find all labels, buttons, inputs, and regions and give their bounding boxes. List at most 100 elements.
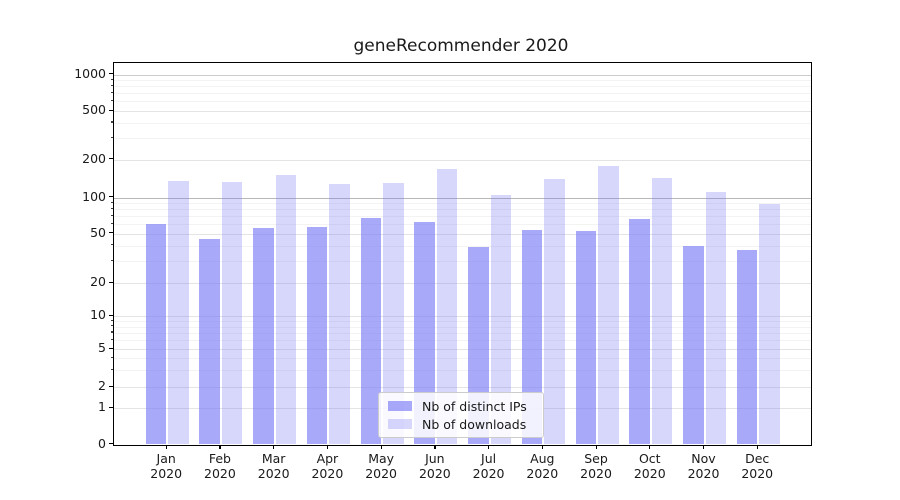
x-tick-mark [273, 444, 275, 449]
minor-gridline [113, 358, 811, 360]
x-tick-label: Sep 2020 [580, 451, 612, 481]
minor-gridline [113, 86, 811, 88]
y-tick-label: 1000 [74, 65, 106, 81]
legend-label: Nb of downloads [422, 416, 527, 432]
y-tick-mark [108, 73, 113, 75]
x-tick-mark [541, 444, 543, 449]
bar-downloads-jun [436, 169, 458, 445]
minor-gridline [113, 101, 811, 103]
bar-downloads-jan [168, 181, 189, 445]
bar-ips-dec [736, 249, 758, 445]
bar-ips-apr [306, 226, 328, 445]
bar-ips-may [360, 218, 382, 445]
y-tick-label: 0 [98, 435, 106, 451]
y-tick-label: 2 [98, 378, 106, 393]
x-tick-mark [488, 444, 490, 449]
x-tick-mark [219, 444, 221, 449]
y-tick-mark [108, 385, 113, 387]
y-tick-label: 500 [82, 102, 106, 117]
minor-gridline [113, 370, 811, 372]
minor-gridline [113, 224, 811, 226]
major-gridline [113, 197, 811, 199]
y-minor-tick-mark [110, 338, 113, 340]
minor-gridline [113, 340, 811, 342]
major-gridline [113, 283, 811, 284]
minor-gridline [113, 138, 811, 140]
major-gridline [113, 233, 811, 235]
y-tick-label: 10 [90, 307, 106, 322]
x-tick-label: May 2020 [365, 451, 398, 481]
y-minor-tick-mark [110, 201, 113, 203]
bar-ips-feb [199, 239, 220, 445]
y-tick-label: 5 [98, 340, 106, 355]
x-tick-label: Mar 2020 [257, 451, 290, 481]
x-tick-label: Nov 2020 [687, 451, 720, 481]
minor-gridline [113, 80, 811, 82]
minor-gridline [113, 332, 811, 334]
legend-item-distinct-ips: Nb of distinct IPs [388, 399, 534, 414]
bar-downloads-dec [759, 203, 780, 445]
bar-ips-sep [575, 230, 597, 445]
minor-gridline [113, 216, 811, 218]
legend: Nb of distinct IPs Nb of downloads [378, 392, 544, 438]
y-minor-tick-mark [110, 84, 113, 86]
major-gridline [113, 316, 811, 317]
x-tick-mark [434, 444, 436, 449]
major-gridline [113, 74, 811, 76]
bar-downloads-apr [329, 184, 350, 445]
y-tick-mark [108, 109, 113, 111]
x-tick-mark [326, 444, 329, 449]
y-minor-tick-mark [110, 331, 113, 333]
y-tick-mark [108, 232, 113, 234]
y-minor-tick-mark [110, 319, 113, 321]
y-tick-mark [108, 158, 113, 160]
y-minor-tick-mark [110, 78, 113, 80]
x-tick-label: Apr 2020 [311, 451, 344, 481]
y-minor-tick-mark [110, 99, 113, 102]
major-gridline [113, 387, 811, 388]
bar-downloads-nov [705, 192, 726, 445]
legend-item-downloads: Nb of downloads [388, 417, 534, 432]
y-tick-mark [108, 406, 113, 408]
minor-gridline [113, 245, 811, 247]
bar-ips-aug [521, 229, 543, 445]
y-tick-mark [108, 443, 113, 445]
y-tick-mark [108, 347, 113, 349]
x-tick-label: Feb 2020 [204, 451, 236, 481]
minor-gridline [113, 203, 811, 205]
y-tick-label: 100 [82, 188, 106, 204]
bar-ips-jun [414, 221, 435, 445]
x-tick-label: Jun 2020 [418, 451, 451, 481]
bar-ips-mar [253, 227, 274, 445]
x-tick-mark [756, 444, 758, 449]
y-tick-mark [108, 196, 113, 198]
y-tick-mark [108, 281, 113, 283]
y-minor-tick-mark [110, 207, 113, 209]
y-tick-label: 20 [90, 274, 106, 289]
x-tick-label: Aug 2020 [526, 451, 559, 481]
bar-ips-oct [629, 219, 650, 445]
downloads-color-swatch [388, 419, 412, 429]
bar-downloads-oct [651, 177, 673, 445]
legend-label: Nb of distinct IPs [422, 398, 527, 414]
minor-gridline [113, 261, 811, 263]
minor-gridline [113, 122, 811, 124]
x-tick-mark [649, 444, 651, 449]
y-minor-tick-mark [110, 214, 113, 216]
bar-downloads-mar [275, 174, 297, 445]
y-minor-tick-mark [110, 368, 113, 370]
x-tick-mark [165, 444, 167, 449]
y-minor-tick-mark [110, 222, 113, 224]
minor-gridline [113, 93, 811, 95]
major-gridline [113, 111, 811, 112]
bar-downloads-aug [544, 179, 565, 445]
chart-title: geneRecommender 2020 [353, 36, 569, 56]
y-tick-mark [108, 314, 113, 316]
y-minor-tick-mark [110, 325, 113, 327]
y-minor-tick-mark [110, 356, 113, 358]
ips-color-swatch [388, 401, 412, 411]
plot-area [112, 61, 812, 446]
x-tick-label: Oct 2020 [633, 451, 666, 481]
y-minor-tick-mark [110, 259, 113, 261]
